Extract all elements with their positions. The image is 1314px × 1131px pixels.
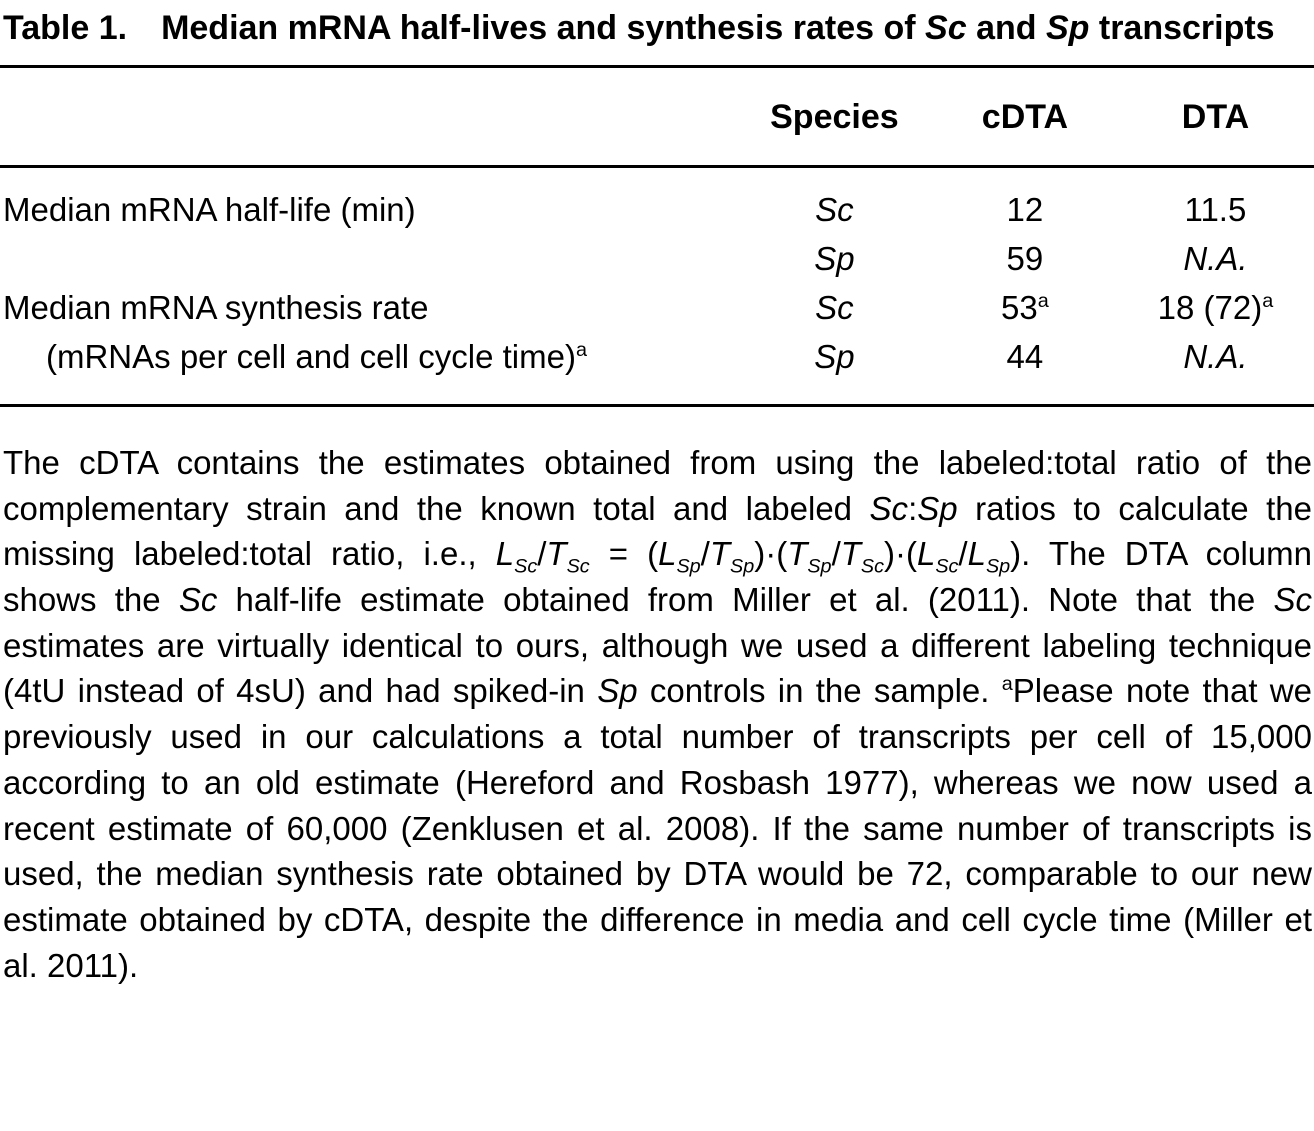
- header-empty: [0, 67, 736, 167]
- species-cell: Sc: [815, 191, 854, 229]
- species-cell: Sp: [814, 240, 855, 278]
- cdta-cell: 53a: [1001, 289, 1049, 327]
- row-label: (mRNAs per cell and cell cycle time)a: [46, 338, 587, 376]
- header-dta: DTA: [1181, 98, 1250, 137]
- footnote-text: The cDTA contains the estimates obtained…: [3, 443, 1312, 984]
- table-title: Table 1. Median mRNA half-lives and synt…: [3, 9, 1275, 47]
- dta-cell: N.A.: [1183, 338, 1248, 376]
- dta-cell: N.A.: [1183, 240, 1248, 278]
- dta-cell: 11.5: [1184, 191, 1247, 229]
- table-row: Median mRNA half-life (min) Sc 12 11.5: [0, 167, 1314, 235]
- dta-cell: 18 (72)a: [1157, 289, 1274, 327]
- data-table: Species cDTA DTA Median mRNA half-life (…: [0, 65, 1314, 407]
- paper-table-figure: Table 1. Median mRNA half-lives and synt…: [0, 9, 1314, 984]
- header-row: Species cDTA DTA: [0, 67, 1314, 167]
- header-species: Species: [770, 98, 899, 137]
- species-cell: Sc: [815, 289, 854, 327]
- row-label: [0, 235, 736, 284]
- table-row: Median mRNA synthesis rate Sc 53a 18 (72…: [0, 284, 1314, 333]
- table-body: Median mRNA half-life (min) Sc 12 11.5 S…: [0, 167, 1314, 406]
- row-label: Median mRNA half-life (min): [3, 191, 416, 229]
- species-cell: Sp: [814, 338, 855, 376]
- header-cdta: cDTA: [981, 98, 1069, 137]
- table-row: (mRNAs per cell and cell cycle time)a Sp…: [0, 333, 1314, 405]
- cdta-cell: 59: [1006, 240, 1044, 278]
- cdta-cell: 44: [1006, 338, 1044, 376]
- row-label: Median mRNA synthesis rate: [3, 289, 429, 327]
- table-row: Sp 59 N.A.: [0, 235, 1314, 284]
- table-header: Species cDTA DTA: [0, 67, 1314, 167]
- cdta-cell: 12: [1006, 191, 1044, 229]
